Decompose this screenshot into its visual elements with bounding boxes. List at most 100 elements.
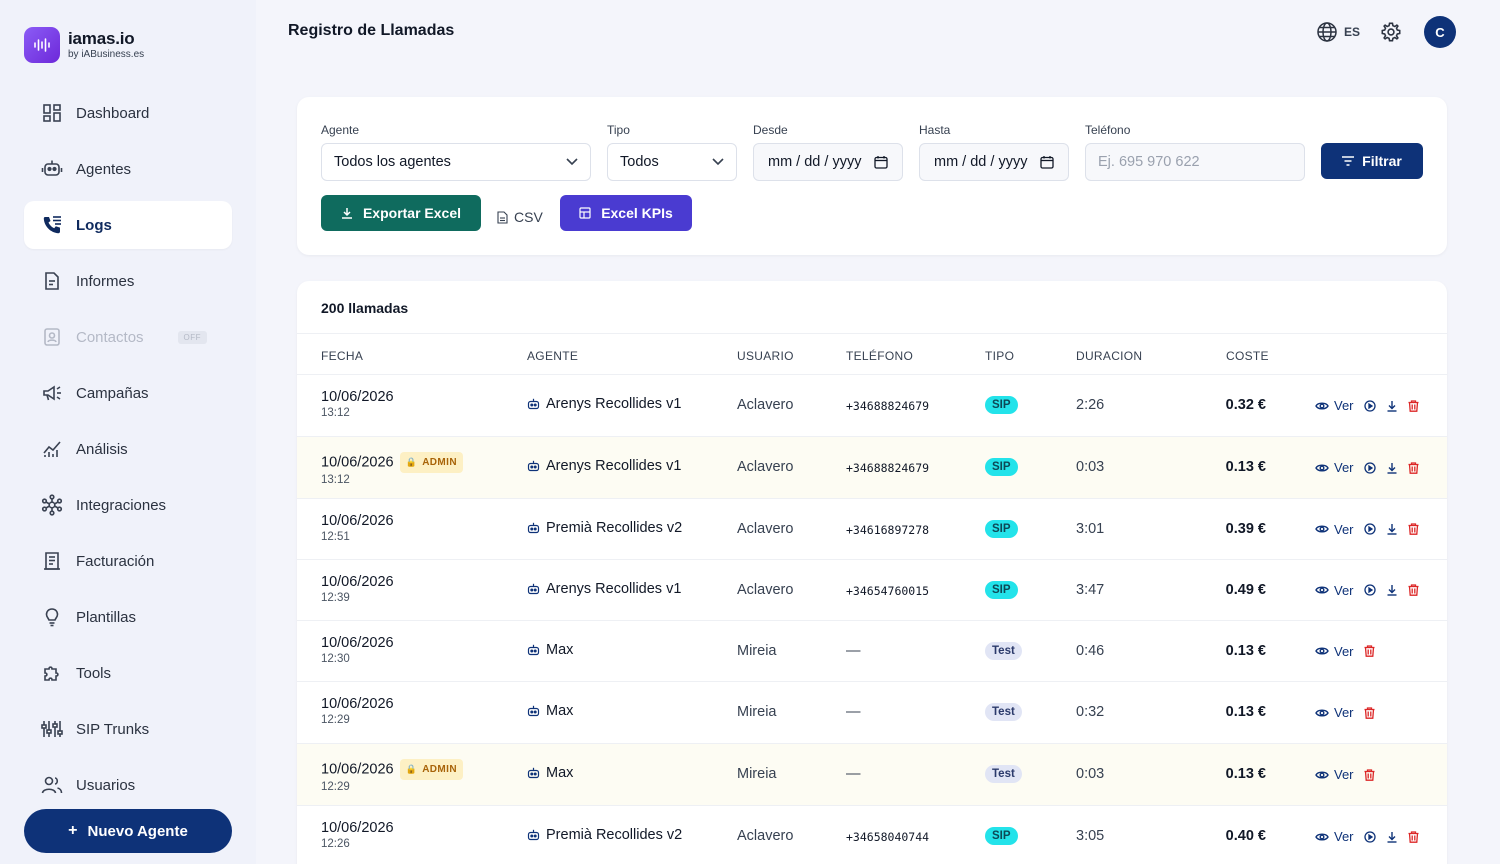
type-cell: SIP (985, 580, 1018, 599)
sidebar-item-label: Tools (76, 664, 112, 682)
view-button[interactable]: Ver (1315, 705, 1354, 720)
play-button[interactable] (1363, 523, 1376, 535)
sidebar-item-informes[interactable]: Informes (24, 257, 232, 305)
sidebar-item-label: Facturación (76, 552, 155, 570)
delete-button[interactable] (1364, 706, 1375, 719)
sidebar-item-label: Análisis (76, 440, 128, 458)
view-button[interactable]: Ver (1315, 398, 1354, 413)
table-row: 10/06/2026 12:51 Premià Recollides v2 Aclav… (297, 499, 1447, 560)
csv-button[interactable]: CSV (497, 209, 543, 225)
eye-icon (1315, 464, 1329, 471)
language-code: ES (1343, 25, 1360, 39)
play-icon (1363, 830, 1376, 843)
duration-cell: 0:46 (1076, 642, 1105, 659)
view-button[interactable]: Ver (1315, 583, 1354, 598)
download-button[interactable] (1386, 831, 1398, 843)
sidebar-item-tools[interactable]: Tools (24, 649, 232, 697)
sidebar-item-campanas[interactable]: Campañas (24, 369, 232, 417)
delete-button[interactable] (1364, 768, 1375, 781)
settings-button[interactable] (1380, 21, 1402, 43)
delete-button[interactable] (1408, 523, 1419, 535)
new-agent-button[interactable]: + Nuevo Agente (24, 809, 232, 853)
avatar[interactable]: C (1424, 16, 1456, 48)
type-badge: Test (985, 641, 1022, 660)
call-time: 12:29 (321, 781, 350, 793)
download-button[interactable] (1386, 523, 1398, 535)
cost-cell: 0.39 € (1225, 520, 1266, 537)
row-actions: Ver (1315, 460, 1429, 475)
type-cell: Test (985, 641, 1022, 660)
excel-kpis-button[interactable]: Excel KPIs (560, 195, 692, 231)
view-button[interactable]: Ver (1315, 644, 1354, 659)
filter-button-label: Filtrar (1362, 153, 1402, 169)
cost-cell: 0.13 € (1225, 459, 1266, 475)
trash-icon (1408, 584, 1419, 596)
sidebar-item-contactos[interactable]: Contactos OFF (24, 313, 232, 361)
cost-cell: 0.13 € (1225, 766, 1266, 782)
robot-icon (527, 583, 540, 594)
gear-icon (1381, 22, 1401, 42)
user-cell: Mireia (737, 704, 777, 720)
phone-cell: — (846, 766, 861, 782)
play-button[interactable] (1363, 830, 1376, 843)
filter-button[interactable]: Filtrar (1321, 143, 1423, 179)
admin-badge-label: ADMIN (422, 764, 457, 775)
sidebar-item-sip-trunks[interactable]: SIP Trunks (24, 705, 232, 753)
agent-name: Arenys Recollides v1 (546, 580, 682, 597)
admin-badge: 🔒 ADMIN (399, 759, 463, 780)
row-actions: Ver (1315, 398, 1429, 413)
column-header-date: FECHA (321, 349, 364, 363)
sidebar-item-agentes[interactable]: Agentes (24, 145, 232, 193)
chart-icon (40, 437, 64, 461)
to-date-label: Hasta (919, 123, 951, 137)
table-row: 10/06/2026 12:26 Premià Recollides v2 Aclav… (297, 806, 1447, 864)
sidebar-item-logs[interactable]: Logs (24, 201, 232, 249)
download-icon (1387, 462, 1397, 474)
agent-select[interactable]: Todos los agentes (321, 143, 591, 181)
sidebar-item-dashboard[interactable]: Dashboard (24, 89, 232, 137)
sidebar-item-plantillas[interactable]: Plantillas (24, 593, 232, 641)
brand[interactable]: iamas.io by iABusiness.es (24, 27, 144, 63)
delete-button[interactable] (1408, 399, 1419, 412)
download-button[interactable] (1386, 584, 1398, 596)
from-date-input[interactable]: mm / dd / yyyy (753, 143, 903, 181)
csv-label: CSV (514, 209, 543, 225)
duration-cell: 2:26 (1076, 397, 1105, 413)
delete-button[interactable] (1408, 584, 1419, 596)
view-button[interactable]: Ver (1315, 767, 1354, 782)
row-actions: Ver (1315, 829, 1429, 844)
type-select[interactable]: Todos (607, 143, 737, 181)
sidebar-item-usuarios[interactable]: Usuarios (24, 761, 232, 809)
view-button[interactable]: Ver (1315, 460, 1354, 475)
eye-icon (1315, 709, 1329, 716)
sidebar-nav: Dashboard Agentes Logs Informes Contacto… (24, 89, 232, 817)
sidebar-item-integraciones[interactable]: Integraciones (24, 481, 232, 529)
play-button[interactable] (1363, 584, 1376, 596)
robot-icon (40, 157, 64, 181)
view-button[interactable]: Ver (1315, 522, 1354, 537)
view-button[interactable]: Ver (1315, 829, 1354, 844)
duration-cell: 3:05 (1076, 828, 1105, 844)
play-button[interactable] (1363, 461, 1376, 474)
call-date: 10/06/2026 (321, 454, 394, 471)
phone-cell: — (846, 642, 861, 659)
table-row: 10/06/2026 12:30 Max Mireia — Test 0:46 0.13 € V… (297, 621, 1447, 682)
sidebar-item-analisis[interactable]: Análisis (24, 425, 232, 473)
export-excel-button[interactable]: Exportar Excel (321, 195, 481, 231)
download-button[interactable] (1386, 462, 1398, 474)
sidebar-item-facturacion[interactable]: Facturación (24, 537, 232, 585)
calls-count: 200 llamadas (321, 300, 409, 316)
phone-input[interactable]: Ej. 695 970 622 (1085, 143, 1305, 181)
type-cell: Test (985, 702, 1022, 721)
globe-icon (1317, 22, 1337, 42)
delete-button[interactable] (1408, 830, 1419, 843)
delete-button[interactable] (1408, 461, 1419, 474)
delete-button[interactable] (1364, 645, 1375, 657)
download-button[interactable] (1386, 400, 1398, 412)
duration-cell: 0:32 (1076, 704, 1105, 720)
language-selector[interactable]: ES (1316, 21, 1360, 43)
column-header-phone: TELÉFONO (846, 349, 914, 363)
to-date-input[interactable]: mm / dd / yyyy (919, 143, 1069, 181)
play-button[interactable] (1363, 399, 1376, 412)
robot-icon (527, 705, 540, 717)
